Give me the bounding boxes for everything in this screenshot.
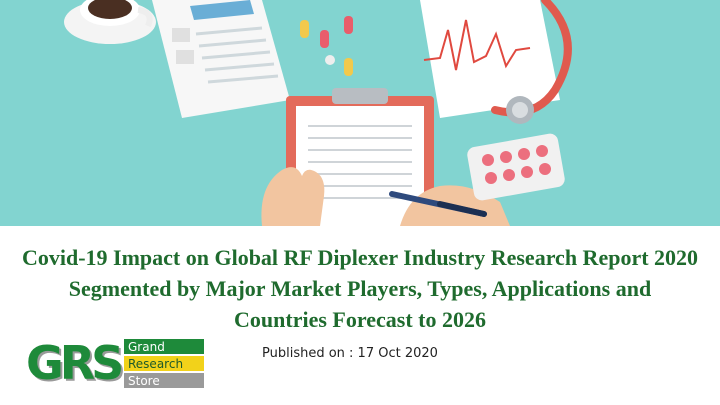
pill-blister-icon — [467, 133, 565, 201]
stethoscope-icon — [491, 0, 572, 124]
document-sheet — [152, 0, 290, 118]
logo-word-grand: Grand — [128, 340, 165, 354]
pen-icon — [389, 191, 487, 217]
logo-mark: GRS GRS — [26, 336, 127, 392]
grand-research-store-logo: GRS GRS Grand Research Store — [26, 336, 216, 393]
report-title: Covid-19 Impact on Global RF Diplexer In… — [21, 245, 699, 332]
capsule-icon — [300, 16, 353, 76]
coffee-cup-icon — [64, 0, 156, 44]
svg-text:GRS: GRS — [26, 337, 121, 390]
ecg-chart-icon — [420, 0, 560, 118]
svg-text:GRS: GRS — [28, 338, 123, 392]
logo-word-store: Store — [128, 374, 160, 388]
hand-left — [261, 167, 325, 226]
hero-illustration — [0, 0, 720, 226]
published-date: Published on : 17 Oct 2020 — [262, 346, 438, 361]
logo-word-research: Research — [128, 357, 183, 371]
